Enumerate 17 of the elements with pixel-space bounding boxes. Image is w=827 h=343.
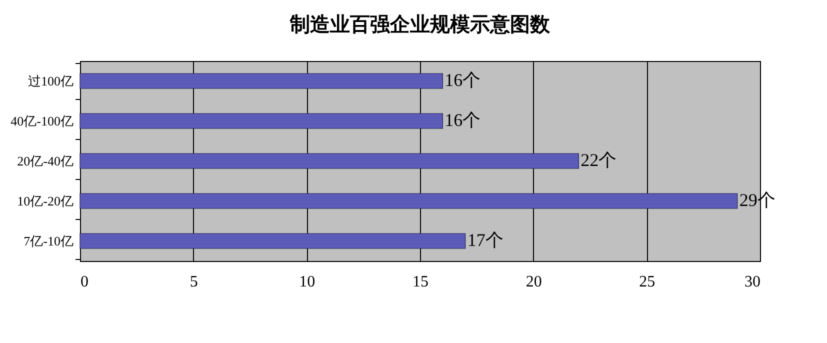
data-label: 16个 [444,70,481,90]
y-tick-label: 过100亿 [28,74,74,88]
x-tick-label: 5 [190,274,198,290]
x-tick-label: 20 [526,274,542,290]
x-tick-label: 0 [80,274,88,290]
x-tick-label: 10 [299,274,316,290]
data-label: 17个 [467,230,504,250]
x-tick-label: 30 [744,274,760,290]
chart-title: 制造业百强企业规模示意图数 [289,13,551,36]
y-tick-label: 20亿-40亿 [17,154,74,168]
data-label: 22个 [580,150,617,170]
x-tick-label: 25 [639,274,656,290]
y-tick-label: 7亿-10亿 [24,234,74,248]
x-tick-label: 15 [412,274,428,290]
y-tick-label: 10亿-20亿 [17,194,74,208]
y-tick-label: 40亿-100亿 [10,114,74,128]
data-label: 16个 [444,110,481,130]
